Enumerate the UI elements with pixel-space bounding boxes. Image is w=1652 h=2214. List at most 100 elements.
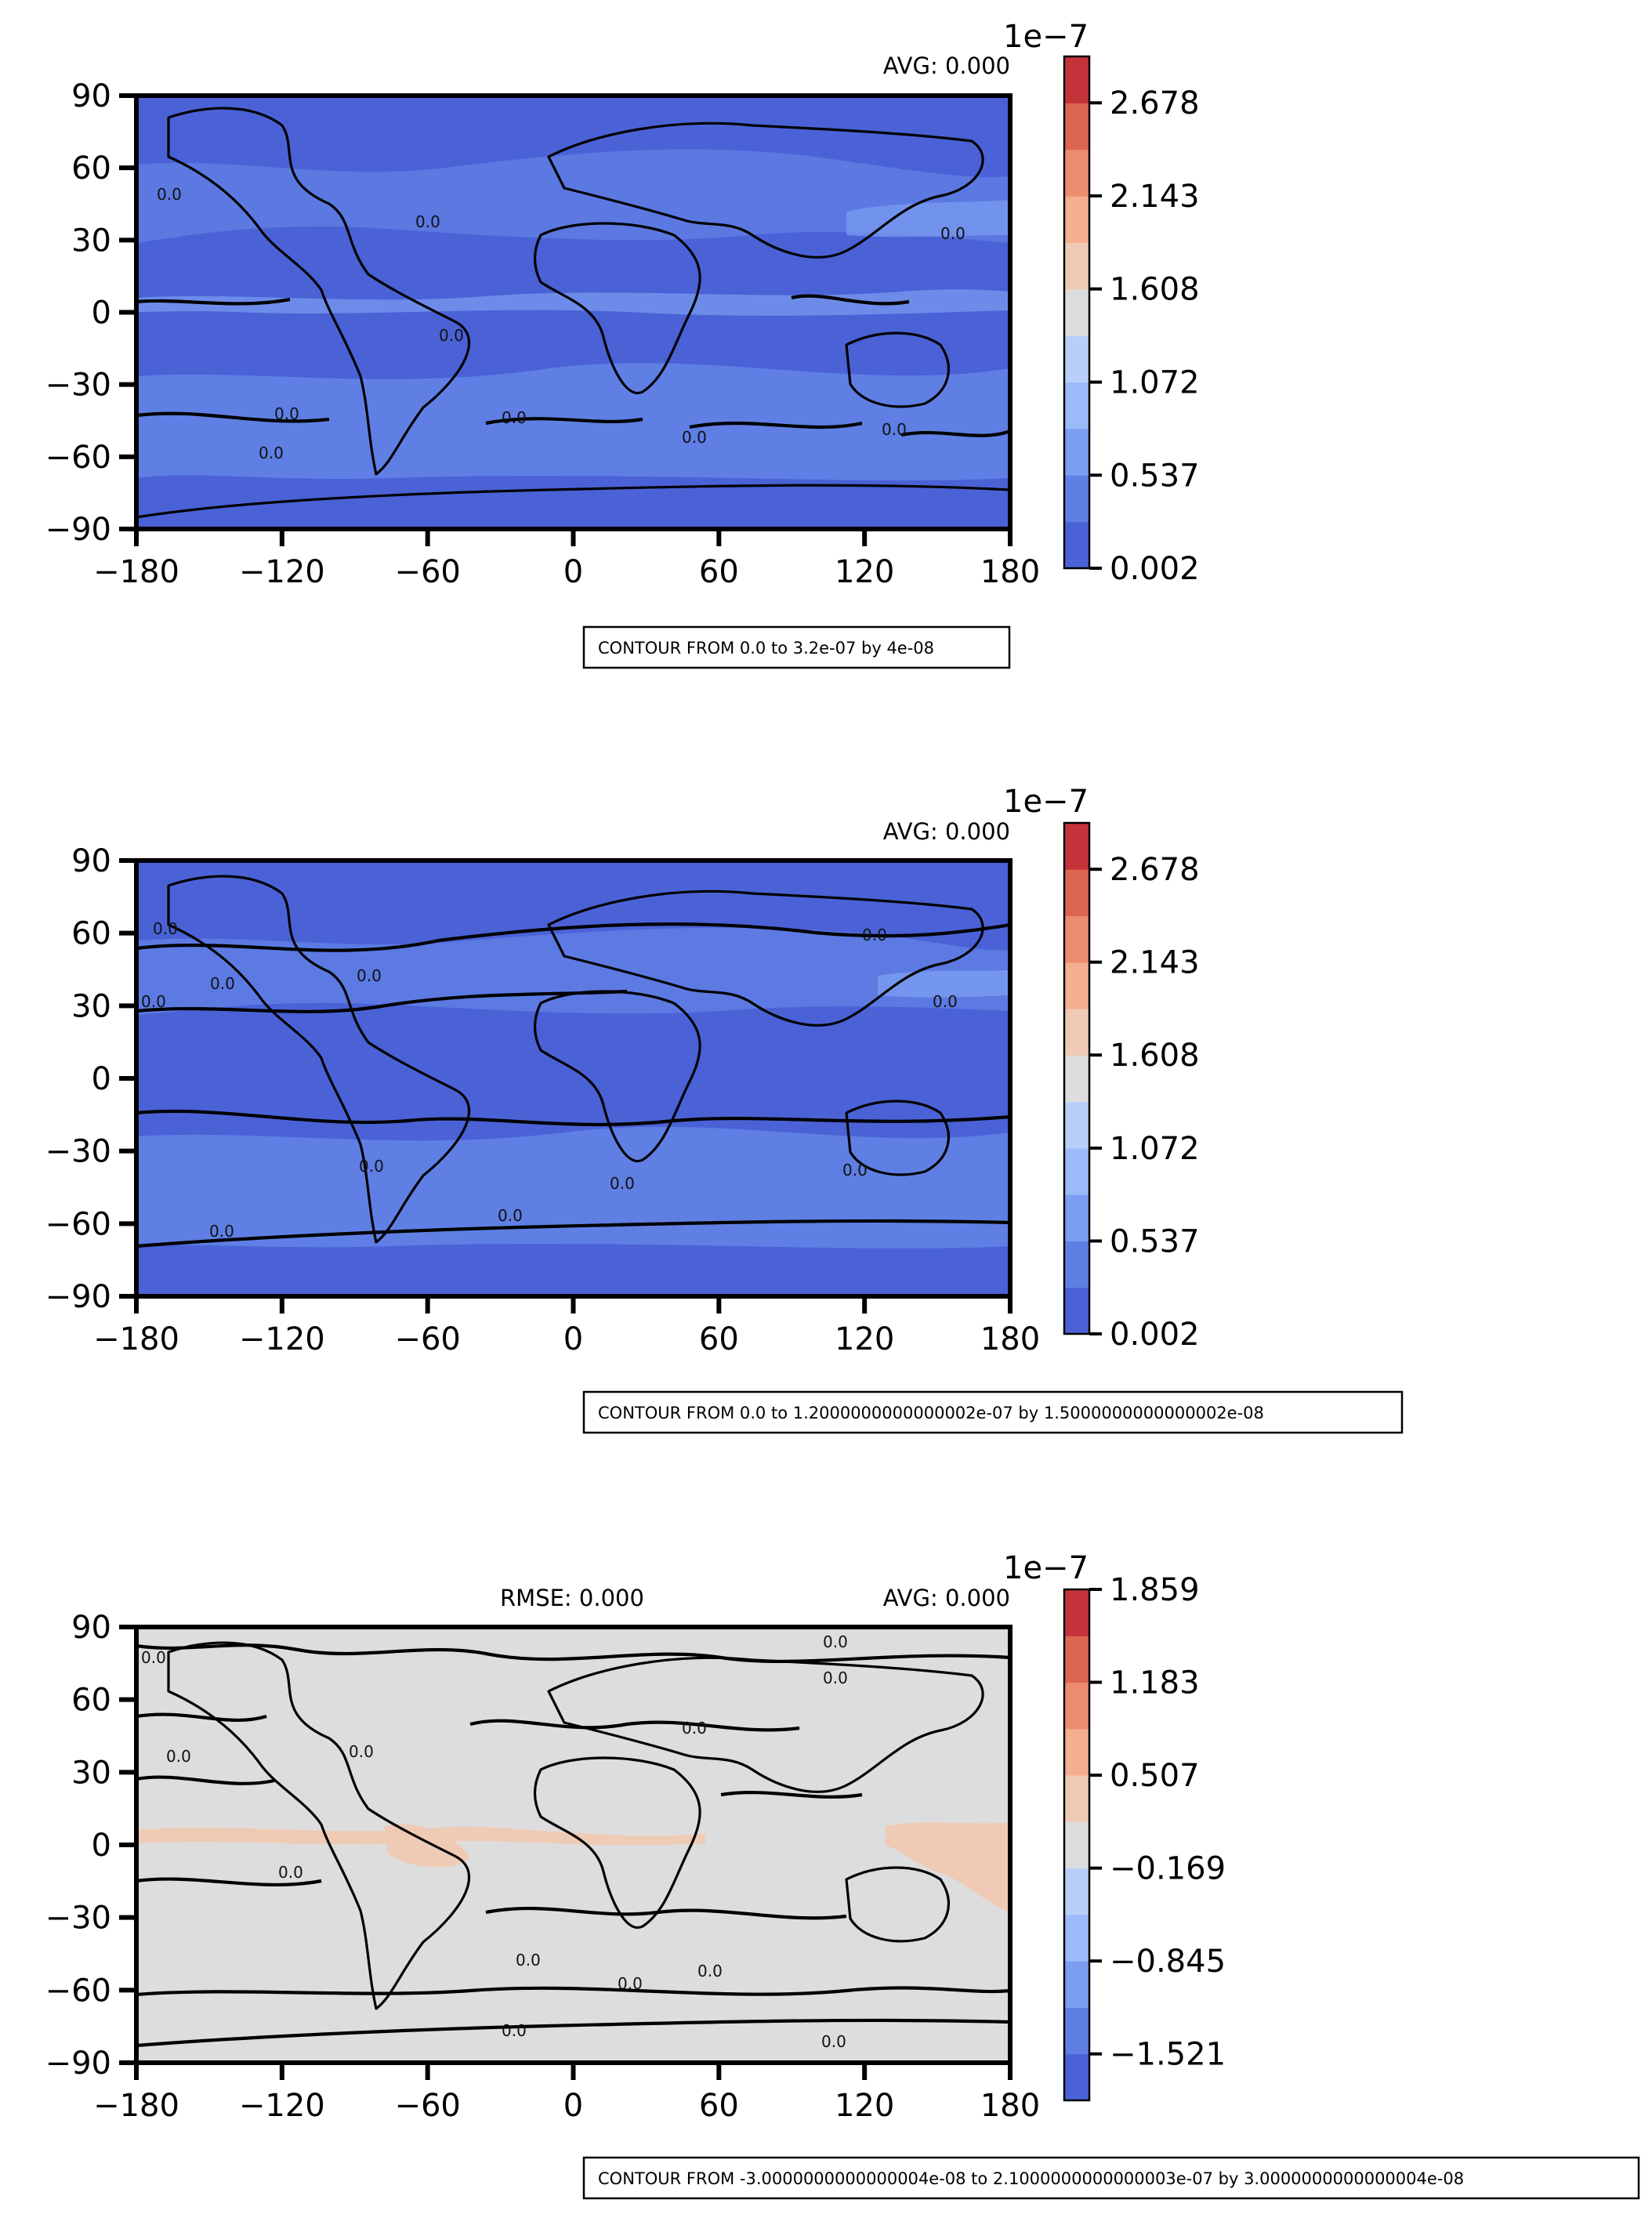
x-tick-label: 0 <box>563 554 583 590</box>
panel-3-contour-mix-b <box>136 1775 1010 2048</box>
panel-3-coastlines <box>136 1641 1010 2048</box>
panel-1-coast-australia <box>845 332 950 408</box>
panel-2-contour-label: 0.0 <box>862 926 887 944</box>
x-tick-label: 120 <box>835 1321 894 1357</box>
y-tick-label: −60 <box>45 440 111 476</box>
colorbar-tick-label: 2.678 <box>1110 852 1200 888</box>
panel-3-coast-australia <box>845 1866 950 1943</box>
panel-1-band-pacific <box>846 200 1010 237</box>
x-tick-label: −180 <box>93 1321 179 1357</box>
panel-1-contour-south <box>136 411 1010 437</box>
colorbar-segment <box>1064 823 1089 870</box>
panel-1-contour-label: 0.0 <box>259 444 284 462</box>
panel-2-coast-australia <box>845 1100 950 1176</box>
panel-2-coast-eurasia <box>547 890 984 1027</box>
colorbar-segment <box>1064 56 1089 103</box>
colorbar-tick-label: 1.072 <box>1110 1131 1200 1167</box>
panel-2-contour-label: 0.0 <box>359 1157 384 1176</box>
panel-3-contour-label: 0.0 <box>516 1951 541 1969</box>
panel-3-contour-label: 0.0 <box>278 1863 303 1882</box>
panel-1-contour-info-frame <box>582 625 1011 669</box>
panel-3-contour-label: 0.0 <box>618 1974 643 1993</box>
panel-2-axes: −180 −120 −60 0 60 120 180 90 60 30 0 −30 −60 −90 <box>45 843 1041 1357</box>
x-tick-label: −60 <box>394 2088 460 2124</box>
panel-1-contour-label: 0.0 <box>415 212 440 231</box>
x-tick-label: 60 <box>699 2088 739 2124</box>
colorbar-segment <box>1064 1241 1089 1288</box>
panel-3-contour-label: 0.0 <box>823 1669 848 1687</box>
panel-2-contour-label: 0.0 <box>498 1206 523 1225</box>
colorbar-segment <box>1064 2053 1089 2101</box>
panel-3-map: 0.0 0.0 0.0 0.0 0.0 0.0 0.0 0.0 0.0 0.0 … <box>134 1625 1013 2065</box>
x-tick-label: 60 <box>699 554 739 590</box>
y-tick-label: −90 <box>45 1279 111 1315</box>
y-tick-label: 60 <box>71 150 111 187</box>
y-tick-label: 0 <box>92 295 111 332</box>
y-tick-label: −90 <box>45 512 111 548</box>
x-tick-label: −180 <box>93 554 179 590</box>
panel-3-contour-label: 0.0 <box>697 1962 723 1980</box>
y-tick-label: −60 <box>45 1973 111 2009</box>
panel-2-contour-labels: 0.0 0.0 0.0 0.0 0.0 0.0 0.0 0.0 0.0 0.0 … <box>141 919 958 1241</box>
panel-2-contour-label: 0.0 <box>141 992 166 1011</box>
panel-1-band-south <box>136 363 1010 480</box>
colorbar-segment <box>1064 382 1089 429</box>
colorbar-segment <box>1064 335 1089 383</box>
x-tick-label: −60 <box>394 1321 460 1357</box>
panel-3-colorbar: −1.521 −0.845 −0.169 0.507 1.183 1.859 <box>1063 1572 1226 2102</box>
y-tick-label: 30 <box>71 988 111 1024</box>
panel-2-contour-info-frame <box>582 1390 1404 1434</box>
colorbar-segment <box>1064 1728 1089 1776</box>
colorbar-segment <box>1064 1147 1089 1195</box>
panel-2-contour-label: 0.0 <box>842 1161 868 1179</box>
colorbar-tick-label: 2.143 <box>1110 945 1200 981</box>
y-tick-label: −30 <box>45 1134 111 1170</box>
colorbar-tick-label: 2.678 <box>1110 85 1200 121</box>
colorbar-segment <box>1064 103 1089 150</box>
colorbar-segment <box>1064 1101 1089 1149</box>
colorbar-tick-label: 1.608 <box>1110 272 1200 308</box>
panel-3-coast-americas <box>167 1641 471 2010</box>
y-tick-label: 60 <box>71 916 111 952</box>
colorbar-segment <box>1064 915 1089 963</box>
colorbar-segment <box>1064 288 1089 336</box>
panel-3-contour-label: 0.0 <box>823 1632 848 1651</box>
x-tick-label: 0 <box>563 2088 583 2124</box>
panel-1-contour-labels: 0.0 0.0 0.0 0.0 0.0 0.0 0.0 0.0 0.0 <box>157 185 965 462</box>
panel-3-contour-label: 0.0 <box>349 1742 374 1761</box>
colorbar-segment <box>1064 521 1089 569</box>
colorbar-tick-label: 1.608 <box>1110 1038 1200 1074</box>
y-tick-label: 0 <box>92 1061 111 1097</box>
panel-3-contour-mix-a <box>136 1643 1010 1732</box>
panel-1-contour-label: 0.0 <box>940 224 965 243</box>
panel-3-avg-label: AVG: 0.000 <box>883 1585 1010 1611</box>
x-tick-label: 120 <box>835 2088 894 2124</box>
panel-2-contour-info-box: CONTOUR FROM 0.0 to 1.2000000000000002e-… <box>582 1390 1404 1434</box>
colorbar-tick-label: 0.507 <box>1110 1758 1200 1794</box>
panel-2-contour-label: 0.0 <box>153 919 178 938</box>
y-tick-label: −60 <box>45 1206 111 1242</box>
colorbar-segment <box>1064 1868 1089 1915</box>
panel-3-contour-label: 0.0 <box>141 1648 166 1667</box>
panel-2-colorbar-exponent: 1e−7 <box>1003 784 1089 820</box>
panel-1-colorbar: 0.002 0.537 1.072 1.608 2.143 2.678 <box>1063 55 1200 587</box>
panel-1-coast-eurasia <box>547 121 984 259</box>
y-tick-label: 90 <box>71 78 111 114</box>
colorbar-segment <box>1064 1287 1089 1335</box>
colorbar-segment <box>1064 475 1089 523</box>
x-tick-label: −60 <box>394 554 460 590</box>
colorbar-tick-label: 1.859 <box>1110 1572 1200 1608</box>
panel-1-contour-label: 0.0 <box>682 428 707 447</box>
colorbar-tick-label: 2.143 <box>1110 179 1200 215</box>
y-tick-label: 90 <box>71 1610 111 1646</box>
panel-2-contour-info-text: CONTOUR FROM 0.0 to 1.2000000000000002e-… <box>598 1404 1264 1422</box>
panel-1-contour-label: 0.0 <box>882 420 907 439</box>
panel-3-contour-label: 0.0 <box>166 1747 191 1766</box>
colorbar-tick-label: 0.002 <box>1110 551 1200 587</box>
panel-1-contour-label: 0.0 <box>274 404 299 423</box>
panel-2-coast-africa <box>533 990 701 1163</box>
x-tick-label: −180 <box>93 2088 179 2124</box>
panel-3-field-bands <box>136 1822 1010 1912</box>
panel-1-band-itcz <box>136 289 1010 316</box>
panel-3-contour-info-frame <box>582 2156 1640 2200</box>
